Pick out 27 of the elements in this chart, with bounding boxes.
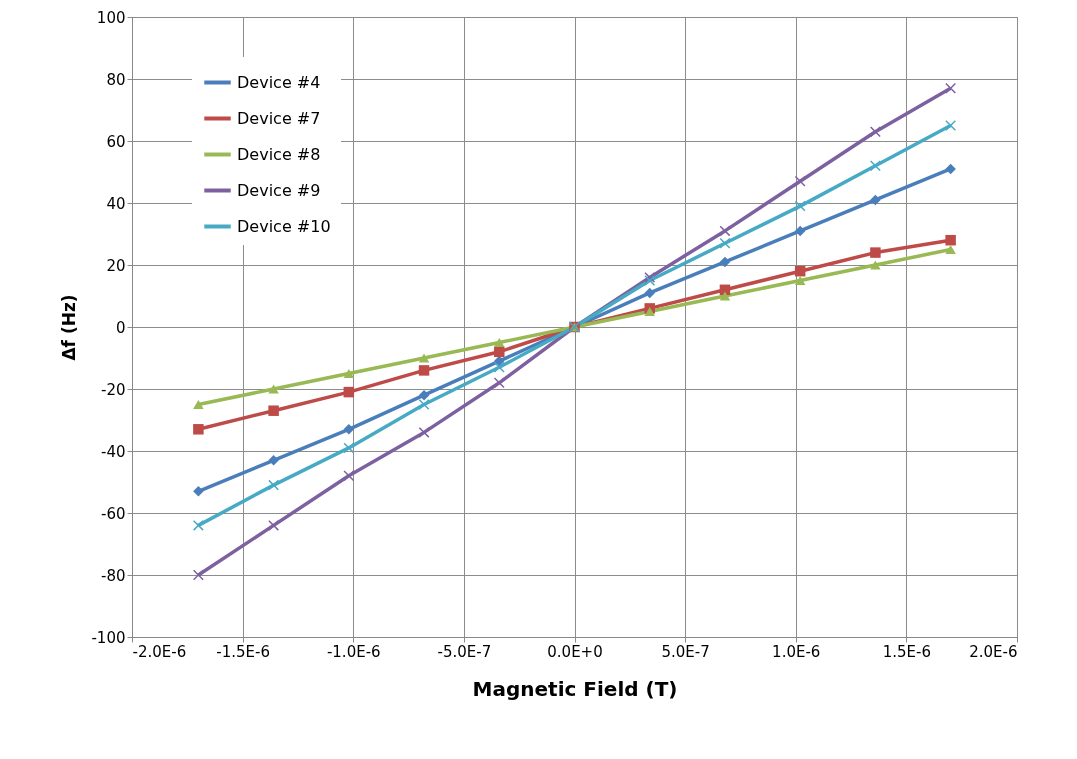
legend-label: Device #7 <box>237 108 321 128</box>
y-tick-label: -40 <box>101 442 126 461</box>
y-tick-label: 100 <box>96 8 126 27</box>
x-tick-label: -1.0E-6 <box>326 642 381 661</box>
x-tick-label: 1.0E-6 <box>772 642 821 661</box>
legend-label: Device #8 <box>237 144 321 164</box>
y-tick-label: 20 <box>106 256 126 275</box>
y-tick-label: -20 <box>101 380 126 399</box>
x-axis-title: Magnetic Field (T) <box>472 676 678 701</box>
y-tick-label: 80 <box>106 70 126 89</box>
x-tick-label: -1.5E-6 <box>216 642 270 661</box>
y-tick-label: 0 <box>115 318 126 337</box>
y-tick-label: 40 <box>106 194 126 213</box>
x-tick-label: 5.0E-7 <box>661 642 710 661</box>
x-tick-label: 1.5E-6 <box>882 642 932 661</box>
y-tick-label: -80 <box>101 566 126 585</box>
legend-label: Device #9 <box>237 180 321 200</box>
y-axis-title: Δf (Hz) <box>59 294 80 361</box>
legend-label: Device #10 <box>237 216 331 236</box>
y-tick-label: -100 <box>91 628 126 647</box>
x-tick-label: -2.0E-6 <box>132 642 187 661</box>
x-tick-label: 0.0E+0 <box>547 642 603 661</box>
x-tick-label: 2.0E-6 <box>969 642 1018 661</box>
legend-label: Device #4 <box>237 72 321 92</box>
y-tick-label: 60 <box>106 132 126 151</box>
x-tick-label: -5.0E-7 <box>437 642 492 661</box>
y-tick-label: -60 <box>101 504 126 523</box>
